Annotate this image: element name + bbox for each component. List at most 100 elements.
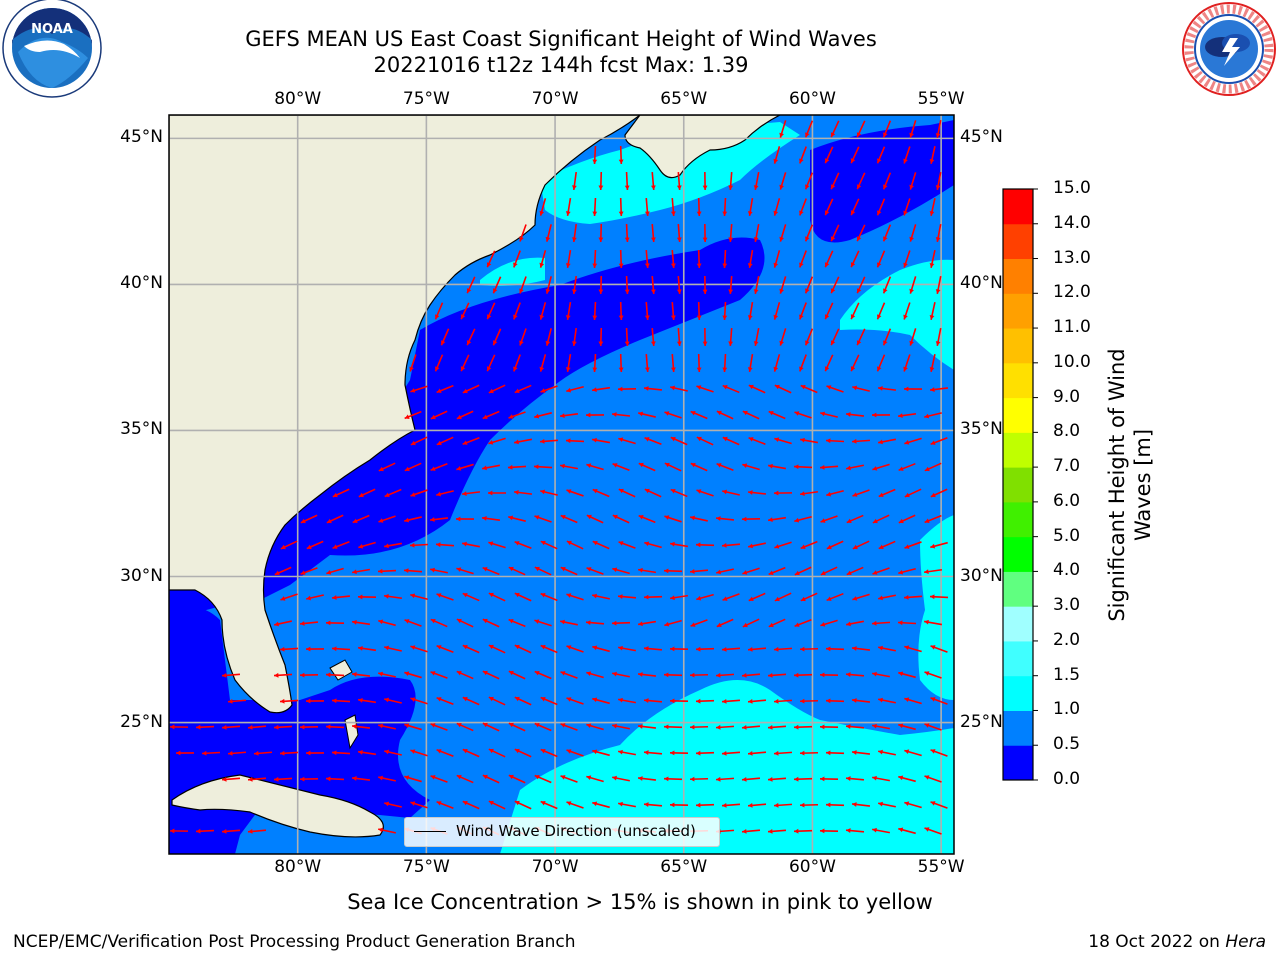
- wave-direction-arrow: [624, 275, 630, 295]
- wave-direction-arrow: [409, 542, 429, 548]
- colorbar-tick-label: 9.0: [1053, 386, 1081, 407]
- wave-direction-arrow: [534, 619, 552, 627]
- wave-direction-arrow: [618, 437, 636, 445]
- wave-direction-arrow: [852, 489, 870, 497]
- wave-direction-arrow: [565, 249, 572, 269]
- wave-direction-arrow: [904, 749, 922, 757]
- lon-tick-label-top: 55°W: [917, 89, 965, 109]
- wave-direction-arrow: [715, 516, 735, 521]
- wave-direction-arrow: [664, 462, 682, 472]
- wave-direction-arrow: [331, 698, 351, 704]
- wave-direction-arrow: [643, 750, 663, 755]
- wave-direction-arrow: [930, 697, 948, 705]
- lat-tick-label-left: 30°N: [120, 565, 163, 586]
- wave-direction-arrow: [779, 276, 787, 294]
- lat-tick-label-right: 30°N: [960, 565, 1003, 586]
- wave-direction-arrow: [534, 774, 552, 784]
- wave-direction-arrow: [904, 437, 922, 445]
- wave-direction-arrow: [768, 566, 786, 576]
- wave-direction-arrow: [690, 462, 708, 472]
- wave-direction-arrow: [611, 412, 631, 417]
- wave-direction-arrow: [773, 802, 793, 808]
- wave-direction-arrow: [676, 171, 682, 191]
- wave-direction-arrow: [430, 723, 448, 731]
- wave-direction-arrow: [384, 801, 402, 808]
- colorbar-segment: [1003, 745, 1033, 781]
- wave-direction-arrow: [514, 696, 532, 706]
- wave-direction-arrow: [378, 671, 396, 678]
- wave-direction-arrow: [383, 593, 403, 600]
- lat-tick-label-right: 45°N: [960, 127, 1003, 148]
- wave-direction-arrow: [923, 568, 943, 575]
- wave-direction-arrow: [592, 749, 610, 757]
- wave-direction-arrow: [856, 172, 866, 190]
- wave-direction-arrow: [598, 327, 604, 347]
- wave-direction-arrow: [274, 620, 292, 627]
- wave-direction-arrow: [436, 593, 454, 601]
- wave-direction-arrow: [351, 724, 371, 729]
- wave-direction-arrow: [273, 776, 293, 782]
- wave-direction-arrow: [566, 540, 584, 550]
- wave-direction-arrow: [566, 749, 584, 757]
- wave-direction-arrow: [850, 146, 860, 164]
- wave-direction-arrow: [513, 354, 521, 372]
- colorbar-tick-label: 11.0: [1053, 317, 1091, 338]
- wave-direction-arrow: [753, 224, 760, 242]
- wave-direction-arrow: [273, 724, 293, 730]
- wave-direction-arrow: [664, 619, 682, 627]
- wave-direction-arrow: [643, 802, 663, 807]
- wave-direction-arrow: [618, 145, 624, 165]
- wave-direction-arrow: [651, 275, 656, 295]
- wave-direction-arrow: [799, 146, 807, 164]
- wave-direction-arrow: [618, 353, 624, 373]
- wave-direction-arrow: [383, 542, 403, 549]
- wave-direction-arrow: [598, 223, 604, 243]
- wave-direction-arrow: [741, 829, 761, 834]
- wave-direction-arrow: [279, 750, 299, 756]
- wave-direction-arrow: [663, 568, 683, 574]
- wave-direction-arrow: [482, 618, 500, 628]
- legend-label: Wind Wave Direction (unscaled): [456, 822, 696, 840]
- wave-direction-arrow: [488, 644, 506, 654]
- wave-direction-arrow: [767, 463, 787, 470]
- wave-direction-arrow: [618, 645, 636, 652]
- wave-direction-arrow: [514, 438, 532, 445]
- chart-subtitle: 20221016 t12z 144h fcst Max: 1.39: [373, 53, 749, 77]
- wave-direction-arrow: [773, 354, 781, 372]
- colorbar-segment: [1003, 640, 1033, 677]
- wave-direction-arrow: [882, 172, 892, 190]
- wave-direction-arrow: [774, 437, 792, 445]
- wave-direction-arrow: [676, 223, 682, 243]
- lat-tick-label-right: 25°N: [960, 711, 1003, 732]
- wave-direction-arrow: [753, 276, 760, 294]
- wave-direction-arrow: [774, 592, 792, 602]
- wave-direction-arrow: [846, 514, 864, 524]
- wave-direction-arrow: [830, 276, 840, 294]
- wave-direction-arrow: [534, 670, 552, 680]
- lat-tick-label-left: 40°N: [120, 273, 163, 294]
- wave-direction-arrow: [728, 275, 734, 295]
- wave-direction-arrow: [664, 411, 682, 419]
- wave-direction-arrow: [643, 386, 663, 391]
- wave-direction-arrow: [436, 696, 454, 706]
- wave-direction-arrow: [612, 775, 630, 782]
- footer-date-text: 18 Oct 2022 on: [1088, 932, 1226, 952]
- wave-direction-arrow: [430, 671, 448, 679]
- wave-direction-arrow: [486, 250, 496, 268]
- ice-caption: Sea Ice Concentration > 15% is shown in …: [347, 890, 933, 914]
- wave-direction-arrow: [773, 302, 781, 320]
- wave-direction-arrow: [462, 541, 480, 548]
- wave-direction-arrow: [586, 775, 604, 783]
- wave-direction-arrow: [305, 646, 325, 652]
- wave-direction-arrow: [909, 172, 917, 190]
- wave-direction-arrow: [767, 776, 787, 782]
- wave-direction-arrow: [799, 698, 819, 704]
- wave-direction-arrow: [819, 828, 839, 834]
- wave-direction-arrow: [644, 301, 650, 321]
- colorbar-segment: [1003, 606, 1033, 642]
- wave-direction-arrow: [592, 697, 610, 705]
- wave-direction-arrow: [325, 776, 345, 782]
- wave-direction-arrow: [846, 620, 864, 627]
- wave-direction-arrow: [492, 328, 502, 346]
